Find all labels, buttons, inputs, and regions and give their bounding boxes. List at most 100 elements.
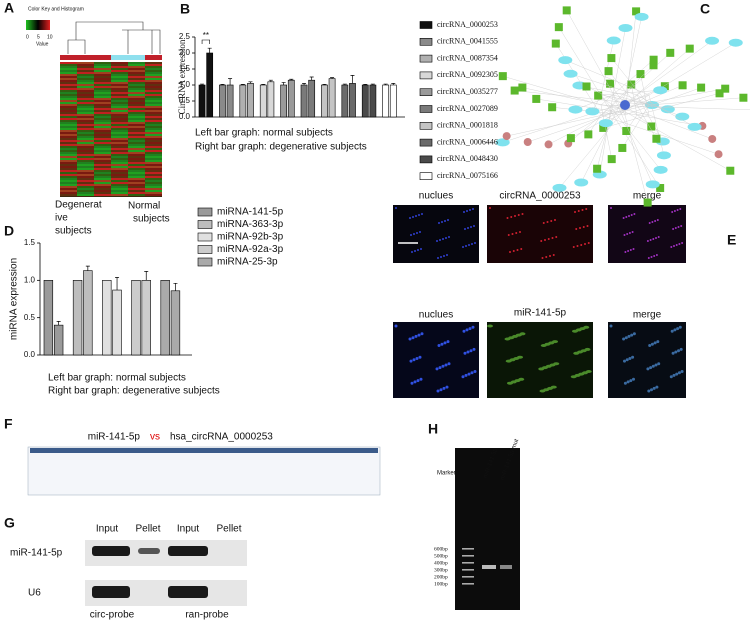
heatmap-cell <box>128 174 145 176</box>
chart-note: Right bar graph: degenerative subjects <box>48 386 220 397</box>
heatmap-cell <box>128 184 145 186</box>
cell-dot <box>649 366 653 370</box>
heatmap-cell <box>60 84 77 86</box>
cell-dot <box>512 250 515 252</box>
heatmap-cell <box>94 146 111 148</box>
heatmap-cell <box>77 148 94 150</box>
cell-dot <box>674 227 677 229</box>
key-tick: 5 <box>37 34 40 40</box>
heatmap-cell <box>60 168 77 170</box>
heatmap-cell <box>94 184 111 186</box>
heatmap-cell <box>145 120 162 122</box>
heatmap-cell <box>128 142 145 144</box>
cell-dot <box>511 233 514 235</box>
heatmap-cell <box>94 102 111 104</box>
cell-dot <box>654 363 658 367</box>
cell-dot <box>586 225 589 227</box>
cell-dot <box>648 222 651 224</box>
error-bar <box>85 265 90 271</box>
cell-dot <box>441 221 443 223</box>
heatmap-cell <box>111 84 128 86</box>
heatmap-cell <box>145 96 162 98</box>
error-bar <box>309 76 314 81</box>
heatmap-cell <box>94 96 111 98</box>
heatmap-cell <box>60 114 77 116</box>
cell-dot <box>443 255 445 257</box>
heatmap-cell <box>94 136 111 138</box>
heatmap-cell <box>94 86 111 88</box>
cell-dot <box>625 358 629 362</box>
heatmap-cell <box>111 144 128 146</box>
cell-dot <box>469 349 473 353</box>
heatmap-cell <box>111 82 128 84</box>
heatmap-cell <box>77 112 94 114</box>
heatmap-cell <box>60 92 77 94</box>
heatmap-cell <box>94 108 111 110</box>
network-edge <box>600 65 654 116</box>
heatmap-cell <box>77 170 94 172</box>
network-edge <box>624 48 690 106</box>
heatmap-cell <box>111 92 128 94</box>
heatmap-cell <box>145 154 162 156</box>
heatmap-cell <box>94 62 111 64</box>
heatmap-cell <box>60 144 77 146</box>
heatmap-cell <box>145 182 162 184</box>
cell-dot <box>631 355 635 359</box>
cell-dot <box>467 227 469 229</box>
heatmap-cell <box>60 106 77 108</box>
heatmap-cell <box>77 122 94 124</box>
network-node <box>604 67 613 76</box>
heatmap-cell <box>77 90 94 92</box>
error-bar <box>56 321 61 326</box>
heatmap-cell <box>77 156 94 158</box>
heatmap-cell <box>128 170 145 172</box>
heatmap-cell <box>60 102 77 104</box>
network-node <box>678 81 687 90</box>
heatmap-cell <box>145 194 162 196</box>
cell-dot <box>465 328 469 332</box>
cell-dot <box>629 249 632 251</box>
group-label: subjects <box>133 214 170 225</box>
heatmap-cell <box>128 146 145 148</box>
network-edge <box>555 43 602 116</box>
heatmap-cell <box>77 124 94 126</box>
legend-swatch <box>197 257 213 267</box>
heatmap-cell <box>145 174 162 176</box>
heatmap-cell <box>145 110 162 112</box>
network-node <box>594 91 603 100</box>
legend-label: circRNA_0041555 <box>437 37 498 46</box>
network-node <box>705 36 720 45</box>
heatmap-cell <box>111 168 128 170</box>
heatmap-cell <box>77 120 94 122</box>
heatmap-cell <box>111 182 128 184</box>
error-bar <box>383 83 388 85</box>
heatmap-cell <box>128 132 145 134</box>
heatmap-cell <box>60 130 77 132</box>
heatmap-cell <box>145 72 162 74</box>
cell-dot <box>648 344 652 347</box>
legend-swatch <box>419 138 433 147</box>
bar <box>247 83 254 118</box>
error-bar <box>220 84 225 85</box>
image-merge-2 <box>608 322 686 398</box>
cell-dot <box>579 227 581 229</box>
heatmap-cell <box>60 186 77 188</box>
network-edge <box>612 27 626 96</box>
network-node <box>643 198 652 207</box>
network-node <box>653 86 668 95</box>
cell-dot <box>471 243 473 245</box>
heatmap-cell <box>128 74 145 76</box>
heatmap-cell <box>111 150 128 152</box>
heatmap-cell <box>128 162 145 164</box>
heatmap-cell <box>128 126 145 128</box>
network-node <box>551 39 560 48</box>
heatmap-cell <box>145 126 162 128</box>
network-node <box>585 107 600 116</box>
cell-dot <box>546 221 549 223</box>
heatmap-cell <box>111 110 128 112</box>
cell-dot <box>652 386 656 390</box>
cell-dot <box>467 372 471 376</box>
error-bar <box>370 83 375 85</box>
legend-swatch <box>419 172 433 180</box>
significance-label: ** <box>203 31 209 40</box>
